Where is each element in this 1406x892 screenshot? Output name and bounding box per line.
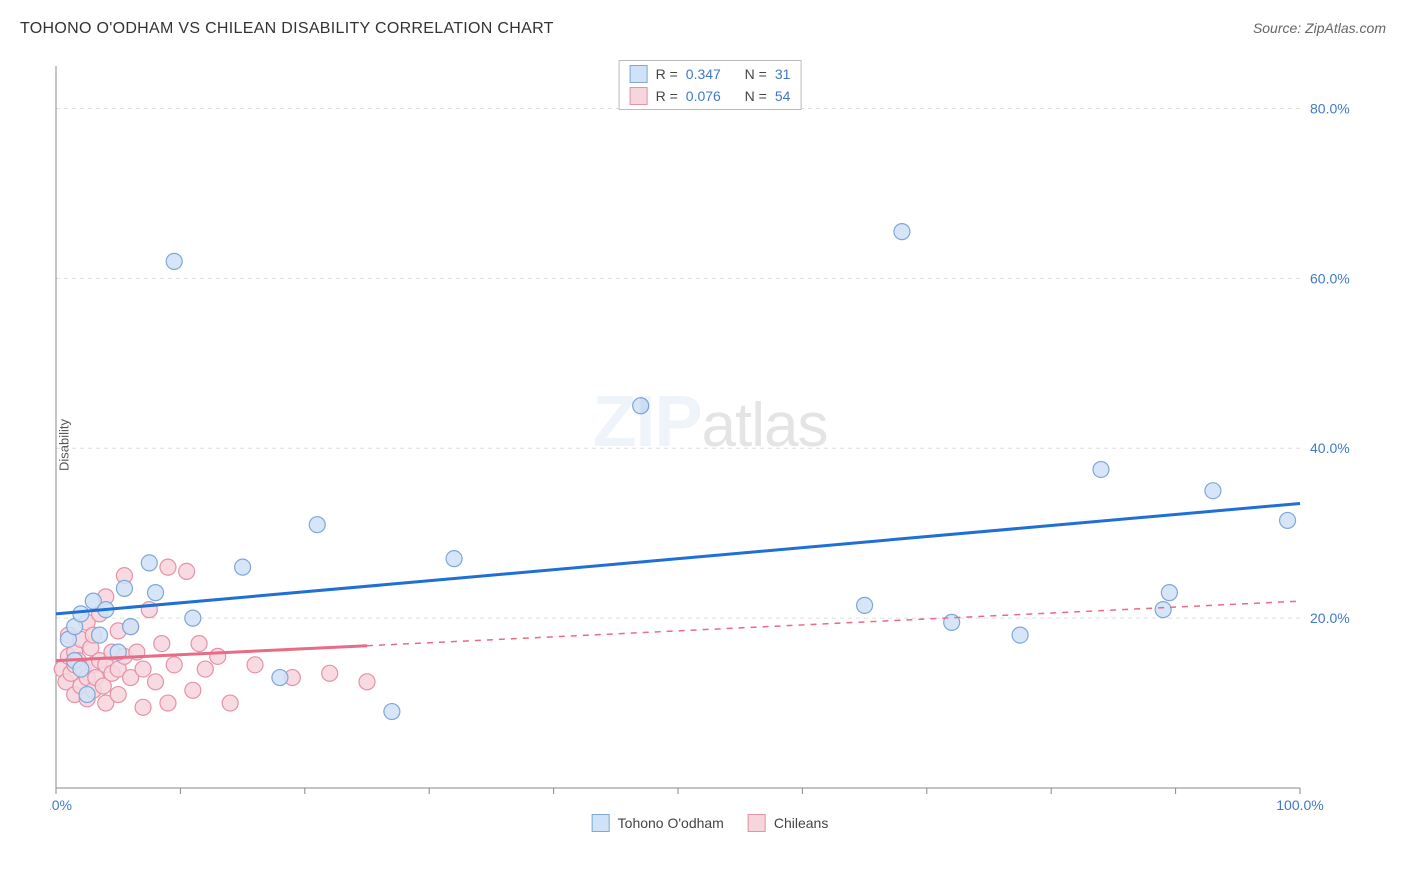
- n-label: N =: [745, 88, 767, 104]
- legend-label-1: Chileans: [774, 815, 828, 831]
- r-value-1: 0.076: [686, 88, 721, 104]
- legend-label-0: Tohono O'odham: [618, 815, 724, 831]
- svg-text:60.0%: 60.0%: [1310, 270, 1350, 286]
- legend-stats-row-1: R = 0.076 N = 54: [620, 85, 801, 107]
- svg-text:0.0%: 0.0%: [50, 797, 72, 813]
- svg-text:40.0%: 40.0%: [1310, 440, 1350, 456]
- r-value-0: 0.347: [686, 66, 721, 82]
- n-label: N =: [745, 66, 767, 82]
- legend-swatch-series-0: [592, 814, 610, 832]
- legend-swatch-1: [630, 87, 648, 105]
- r-label: R =: [656, 66, 678, 82]
- chart-container: TOHONO O'ODHAM VS CHILEAN DISABILITY COR…: [0, 0, 1406, 892]
- legend-swatch-0: [630, 65, 648, 83]
- svg-text:20.0%: 20.0%: [1310, 610, 1350, 626]
- plot-area: Disability 20.0%40.0%60.0%80.0%0.0%100.0…: [50, 60, 1370, 830]
- scatter-chart: 20.0% 40.0% 60.0% 80.0% 0.0% 100.0%: [50, 60, 1370, 830]
- legend-item-0: Tohono O'odham: [592, 814, 724, 832]
- source-attribution: Source: ZipAtlas.com: [1253, 20, 1386, 36]
- chart-title: TOHONO O'ODHAM VS CHILEAN DISABILITY COR…: [20, 20, 554, 38]
- legend-stats-row-0: R = 0.347 N = 31: [620, 63, 801, 85]
- svg-text:80.0%: 80.0%: [1310, 100, 1350, 116]
- r-label: R =: [656, 88, 678, 104]
- n-value-1: 54: [775, 88, 791, 104]
- legend-swatch-series-1: [748, 814, 766, 832]
- legend-stats-box: R = 0.347 N = 31 R = 0.076 N = 54: [619, 60, 802, 110]
- n-value-0: 31: [775, 66, 791, 82]
- legend-item-1: Chileans: [748, 814, 828, 832]
- legend-series: Tohono O'odham Chileans: [592, 814, 829, 832]
- svg-text:100.0%: 100.0%: [1276, 797, 1323, 813]
